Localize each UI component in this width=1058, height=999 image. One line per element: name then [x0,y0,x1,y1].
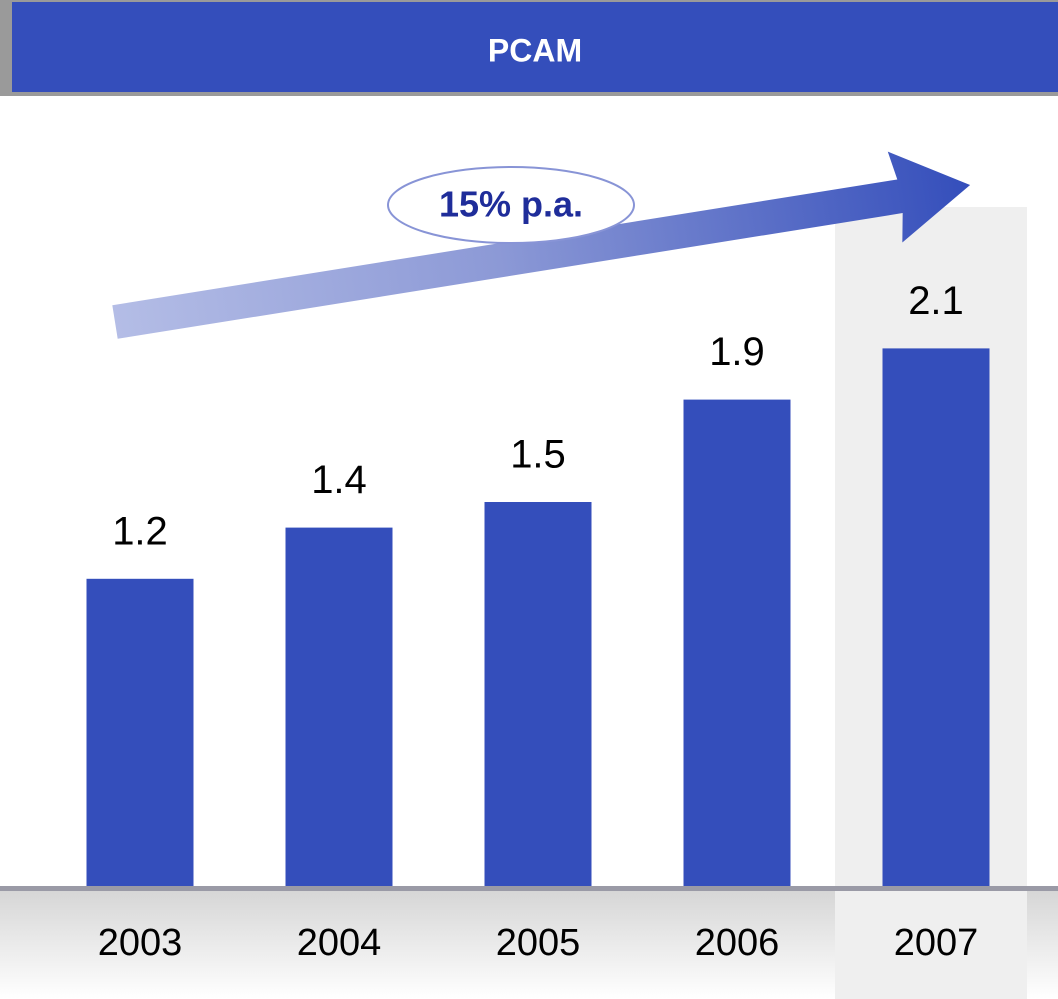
x-tick-label: 2005 [496,922,581,964]
arrow-shape [112,151,971,339]
bar [86,578,194,886]
bar [285,527,393,886]
value-label: 1.2 [112,509,168,553]
value-label: 2.1 [908,279,964,323]
x-tick-label: 2004 [297,922,382,964]
chart-title: PCAM [488,32,582,68]
value-label: 1.4 [311,458,367,502]
bar [683,399,791,886]
value-label: 1.5 [510,433,566,477]
highlight-foot [835,891,1027,999]
header [12,2,1058,92]
x-tick-label: 2003 [98,922,183,964]
growth-arrow [112,151,971,339]
annotation-bubble [387,166,635,244]
bar [882,348,990,886]
bar [484,502,592,886]
x-tick-label: 2006 [695,922,780,964]
x-tick-label: 2007 [894,922,979,964]
value-label: 1.9 [709,330,765,374]
annotation: 15% p.a. [439,184,583,225]
baseline [0,886,1058,891]
